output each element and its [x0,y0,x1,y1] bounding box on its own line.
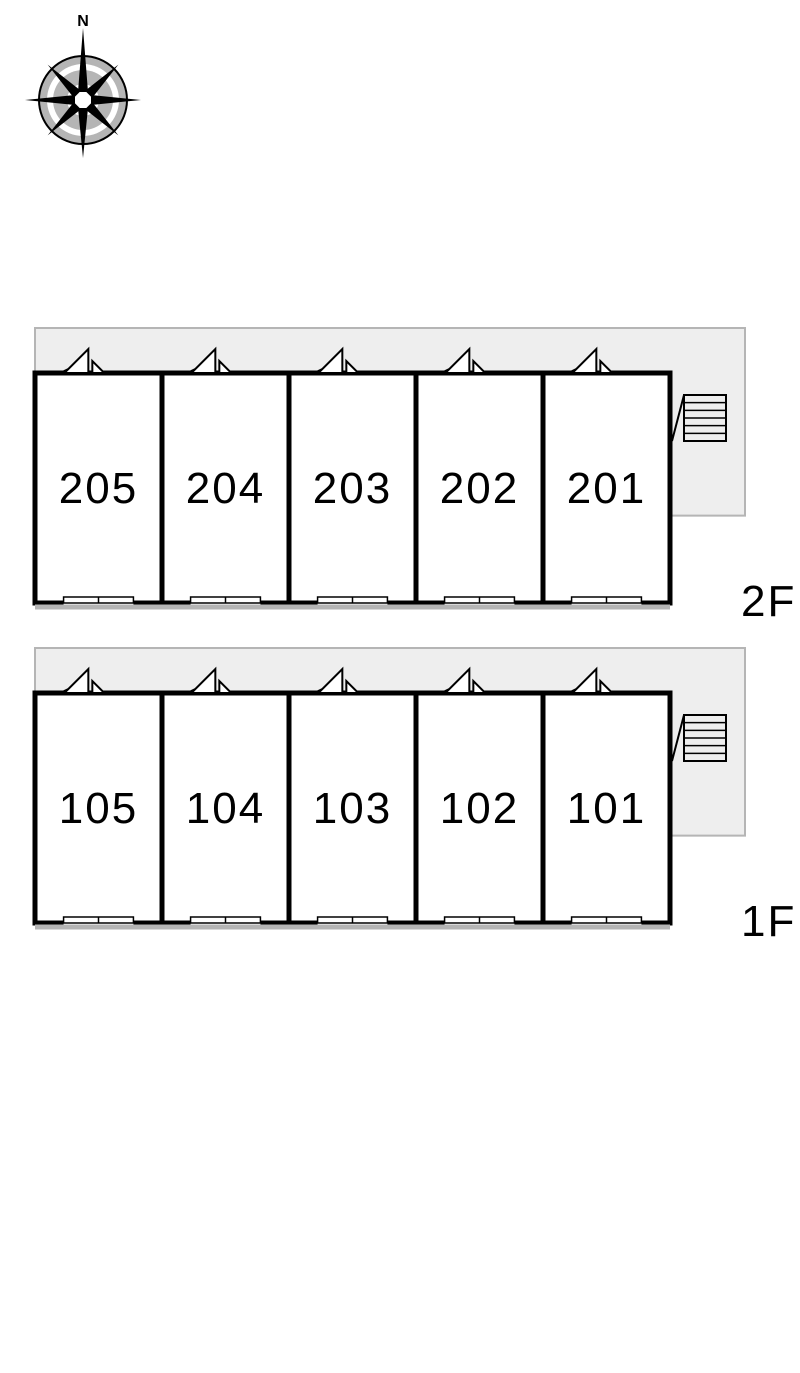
floor-label-1F: 1F [741,897,796,947]
floor-1F: 105 104 103 102 101 [32,646,765,946]
floor-2F: 205 204 203 202 201 [32,326,765,626]
floor-label-2F: 2F [741,577,796,627]
room-label-202: 202 [440,464,519,513]
svg-text:N: N [77,13,89,30]
compass-rose: N [18,12,148,162]
room-label-101: 101 [567,784,646,833]
room-label-105: 105 [59,784,138,833]
compass-svg: N [18,12,148,162]
room-label-203: 203 [313,464,392,513]
room-label-201: 201 [567,464,646,513]
room-label-204: 204 [186,464,265,513]
room-label-104: 104 [186,784,265,833]
room-label-103: 103 [313,784,392,833]
room-label-102: 102 [440,784,519,833]
floor-plan-page: N 205 204 203 202 201 105 104 103 102 101 2F 1F [0,0,800,1373]
room-label-205: 205 [59,464,138,513]
floor-svg: 205 204 203 202 201 [32,326,765,621]
floor-svg: 105 104 103 102 101 [32,646,765,941]
